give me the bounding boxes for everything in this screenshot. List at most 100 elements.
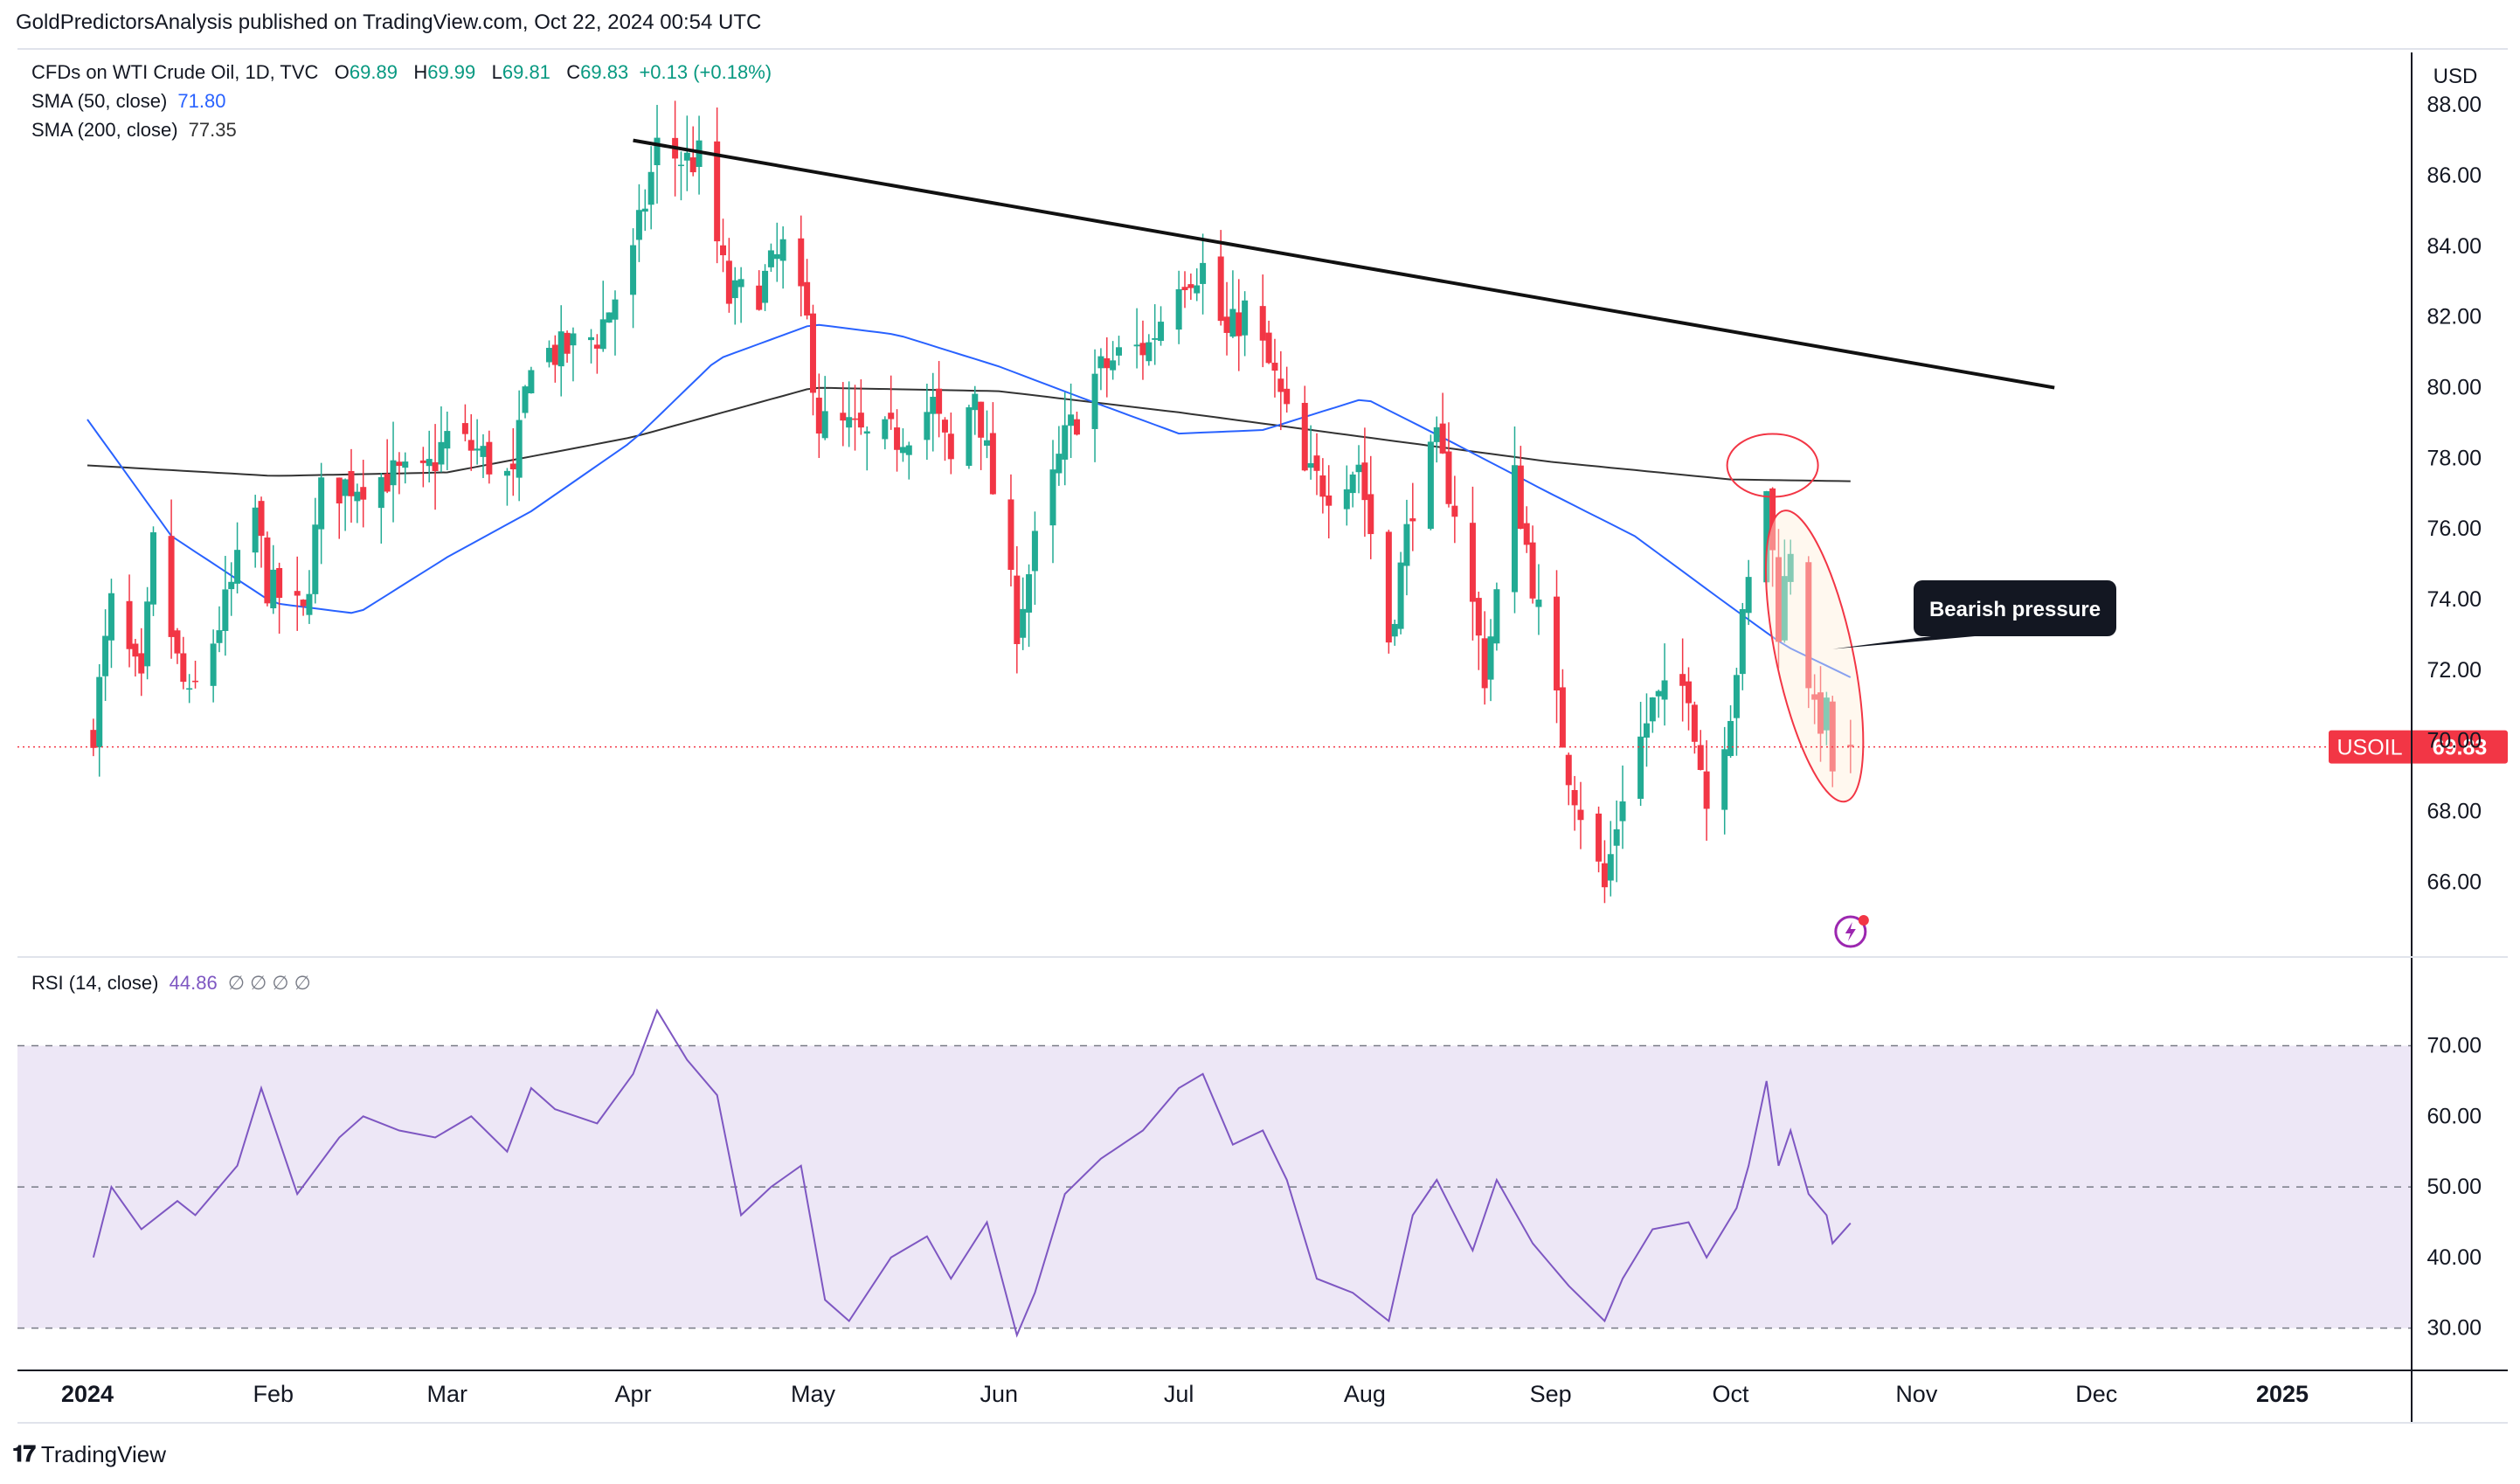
date-tick-label: Sep	[1530, 1381, 1572, 1407]
candle-body	[276, 567, 283, 599]
candle-body	[294, 591, 301, 596]
candle-body	[630, 245, 637, 295]
candle-body	[1565, 754, 1572, 786]
candle-body	[228, 581, 235, 590]
candle-body	[1007, 499, 1014, 571]
candle-body	[905, 445, 912, 455]
candle-body	[947, 433, 954, 460]
open-value: 69.89	[349, 61, 398, 83]
sma50-label: SMA (50, close)	[31, 90, 168, 112]
candle-body	[1307, 463, 1314, 468]
candle-body	[438, 441, 445, 465]
date-tick-label: Mar	[427, 1381, 468, 1407]
candle-body	[1703, 771, 1710, 809]
candle-body	[984, 440, 991, 446]
candle-body	[635, 210, 642, 240]
candle-body	[222, 589, 229, 631]
candle-body	[1769, 488, 1776, 551]
price-tick-label: 88.00	[2427, 93, 2482, 117]
candle-body	[840, 413, 847, 421]
candle-body	[461, 423, 468, 434]
candle-body	[1259, 306, 1266, 341]
rsi-label: RSI (14, close)	[31, 972, 159, 994]
candle-body	[1104, 357, 1111, 369]
candle-body	[360, 487, 367, 500]
candle-body	[1110, 360, 1117, 371]
date-tick-label: Feb	[253, 1381, 294, 1407]
candle-body	[1068, 414, 1075, 426]
candle-body	[107, 593, 114, 641]
rsi-band	[17, 1045, 2412, 1328]
candle-body	[725, 260, 732, 304]
candle-body	[1116, 347, 1123, 356]
candle-body	[1175, 288, 1182, 330]
candle-body	[522, 386, 529, 413]
price-tick-label: 76.00	[2427, 517, 2482, 541]
candle-body	[852, 418, 859, 420]
candle-body	[1229, 309, 1236, 337]
candle-body	[1805, 562, 1812, 689]
rsi-tick-label: 70.00	[2427, 1034, 2482, 1058]
candle-body	[467, 440, 474, 451]
candle-body	[474, 448, 481, 451]
candle-body	[528, 370, 535, 394]
open-label: O	[334, 61, 350, 83]
candle-body	[1727, 720, 1734, 757]
candle-body	[1146, 342, 1153, 362]
date-tick-label: Dec	[2075, 1381, 2117, 1407]
candle-body	[737, 279, 744, 288]
candle-body	[773, 253, 780, 260]
candle-body	[149, 532, 156, 605]
candle-body	[1097, 356, 1104, 369]
tradingview-logo[interactable]: 𝟏𝟕 TradingView	[12, 1440, 166, 1468]
candle-body	[888, 413, 895, 420]
candle-body	[342, 479, 349, 496]
candle-body	[936, 388, 943, 414]
high-label: H	[413, 61, 428, 83]
candle-body	[1643, 723, 1650, 738]
candle-body	[1596, 813, 1603, 862]
date-tick-label: Nov	[1895, 1381, 1938, 1407]
candle-body	[1679, 674, 1686, 686]
date-tick-label: May	[791, 1381, 836, 1407]
candle-body	[899, 447, 906, 454]
candle-body	[972, 393, 979, 411]
candle-body	[102, 635, 109, 676]
date-tick-label: 2025	[2256, 1381, 2309, 1407]
price-tick-label: 68.00	[2427, 800, 2482, 824]
candle-body	[168, 536, 175, 637]
callout-pointer	[1832, 636, 1975, 649]
price-tick-label: 78.00	[2427, 446, 2482, 470]
candle-body	[1469, 523, 1476, 602]
price-tick-label: 82.00	[2427, 305, 2482, 329]
candle-body	[1200, 262, 1207, 284]
candle-body	[1284, 388, 1291, 405]
candle-body	[924, 412, 931, 440]
high-value: 69.99	[427, 61, 476, 83]
candle-body	[1517, 465, 1524, 530]
candle-body	[1493, 589, 1500, 644]
candle-body	[1451, 505, 1458, 517]
candle-body	[144, 601, 151, 667]
price-tick-label: 66.00	[2427, 870, 2482, 894]
candle-body	[1194, 285, 1201, 294]
candle-body	[647, 171, 654, 205]
candle-body	[1056, 454, 1063, 474]
alert-icon	[1834, 915, 1867, 948]
candle-body	[1475, 598, 1482, 636]
candle-body	[714, 141, 721, 242]
candle-body	[593, 344, 600, 349]
top-highlight-ellipse	[1726, 433, 1819, 498]
candle-body	[1031, 530, 1038, 572]
candle-body	[720, 245, 727, 256]
tradingview-icon: 𝟏𝟕	[12, 1440, 36, 1467]
candle-body	[1409, 518, 1416, 522]
candle-body	[1739, 608, 1746, 675]
candle-body	[1691, 704, 1698, 742]
rsi-tick-label: 30.00	[2427, 1316, 2482, 1341]
candle-body	[1655, 690, 1662, 697]
candle-body	[1139, 343, 1146, 356]
candle-body	[1787, 553, 1794, 582]
sma200-label: SMA (200, close)	[31, 119, 178, 141]
